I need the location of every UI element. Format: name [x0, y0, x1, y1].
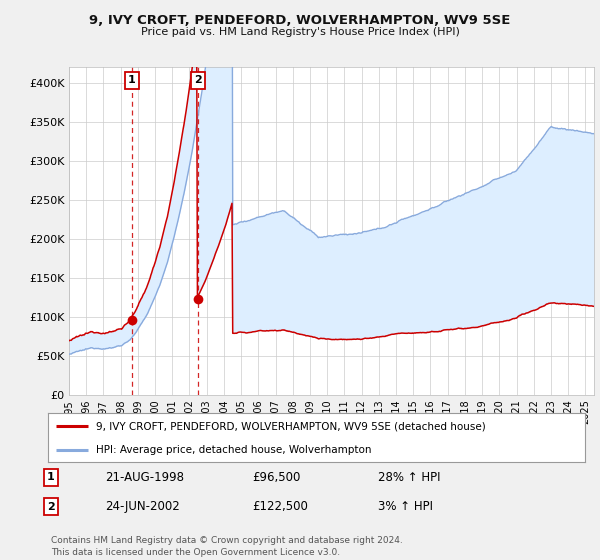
Text: 1: 1: [47, 472, 55, 482]
Text: 9, IVY CROFT, PENDEFORD, WOLVERHAMPTON, WV9 5SE (detached house): 9, IVY CROFT, PENDEFORD, WOLVERHAMPTON, …: [97, 421, 486, 431]
Text: 2: 2: [47, 502, 55, 512]
Text: 2: 2: [194, 76, 202, 85]
Text: HPI: Average price, detached house, Wolverhampton: HPI: Average price, detached house, Wolv…: [97, 445, 372, 455]
Text: £96,500: £96,500: [252, 470, 301, 484]
Text: 3% ↑ HPI: 3% ↑ HPI: [378, 500, 433, 514]
Text: 9, IVY CROFT, PENDEFORD, WOLVERHAMPTON, WV9 5SE: 9, IVY CROFT, PENDEFORD, WOLVERHAMPTON, …: [89, 14, 511, 27]
Text: 21-AUG-1998: 21-AUG-1998: [105, 470, 184, 484]
Text: 24-JUN-2002: 24-JUN-2002: [105, 500, 180, 514]
Text: 28% ↑ HPI: 28% ↑ HPI: [378, 470, 440, 484]
Text: 1: 1: [128, 76, 136, 85]
Text: £122,500: £122,500: [252, 500, 308, 514]
Text: Contains HM Land Registry data © Crown copyright and database right 2024.
This d: Contains HM Land Registry data © Crown c…: [51, 536, 403, 557]
Text: Price paid vs. HM Land Registry's House Price Index (HPI): Price paid vs. HM Land Registry's House …: [140, 27, 460, 37]
